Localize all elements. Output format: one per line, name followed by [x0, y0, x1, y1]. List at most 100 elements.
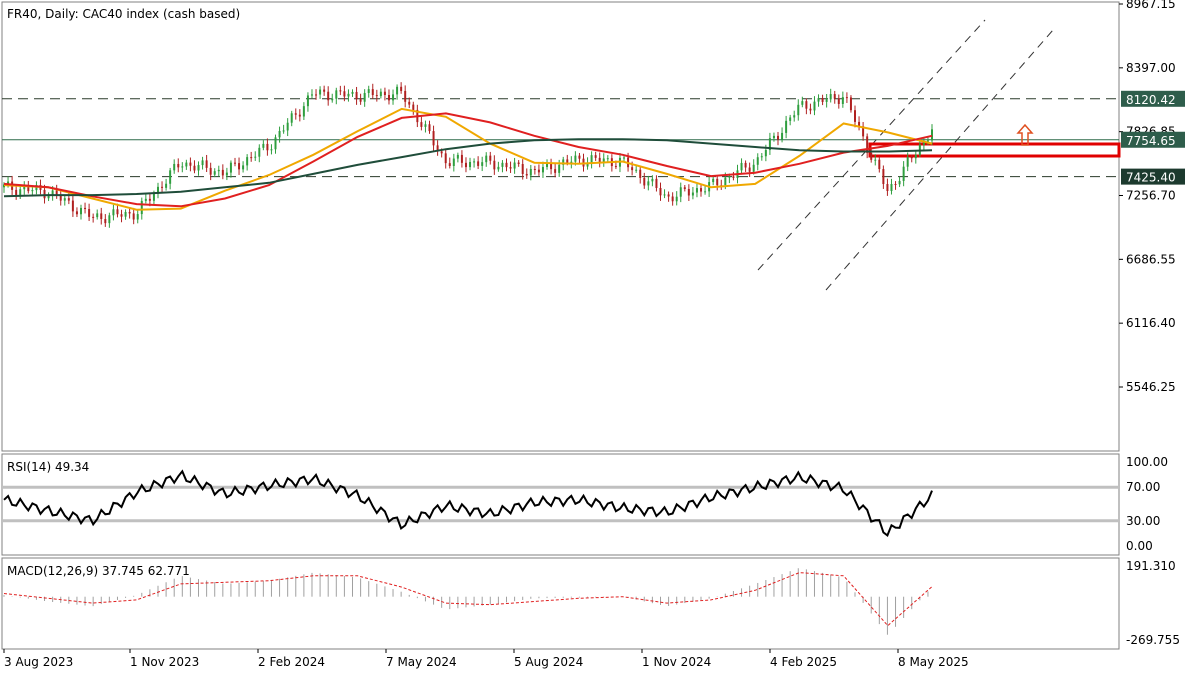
candle-body: [558, 164, 561, 173]
candle-body: [43, 189, 46, 199]
candle-body: [704, 191, 707, 193]
candle-body: [683, 187, 686, 189]
candle-body: [914, 154, 917, 159]
candle-body: [15, 189, 18, 196]
candle-body: [695, 188, 698, 193]
candle-body: [716, 178, 719, 186]
candle-body: [79, 207, 82, 215]
candle-body: [229, 162, 232, 173]
candle-body: [319, 89, 322, 95]
candle-body: [169, 170, 172, 184]
candle-body: [189, 162, 192, 166]
candle-body: [878, 159, 881, 170]
candle-body: [67, 198, 70, 201]
candle-body: [493, 160, 496, 170]
time-tick-label: 2 Feb 2024: [258, 655, 325, 669]
candle-body: [193, 165, 196, 171]
candle-body: [444, 153, 447, 164]
price-tick-label: 8397.00: [1126, 61, 1176, 75]
macd-histogram: [3, 568, 929, 635]
candle-body: [647, 181, 650, 186]
candle-body: [302, 106, 305, 117]
price-tick-label: 6116.40: [1126, 316, 1176, 330]
candle-body: [631, 167, 634, 171]
candle-body: [47, 195, 50, 199]
candle-body: [351, 91, 354, 94]
candle-body: [550, 162, 553, 170]
candle-body: [7, 181, 10, 185]
candle-body: [639, 169, 642, 178]
support-zone: [868, 142, 1121, 158]
candle-body: [144, 198, 147, 201]
candle-body: [781, 132, 784, 140]
candle-body: [96, 213, 99, 218]
candle-body: [525, 173, 528, 176]
candle-body: [258, 147, 261, 157]
macd-tick-label: -269.755: [1126, 633, 1180, 647]
macd-signal-line: [3, 572, 933, 627]
candle-body: [801, 101, 804, 105]
level-label: 7754.65: [1126, 134, 1176, 148]
candle-body: [602, 158, 605, 163]
candle-body: [298, 114, 301, 117]
candle-body: [355, 91, 358, 100]
macd-axis: 191.310 -269.755: [1126, 559, 1180, 647]
candle-body: [882, 169, 885, 185]
candle-body: [59, 195, 62, 201]
candle-body: [845, 97, 848, 99]
price-tick-label: 6686.55: [1126, 252, 1176, 266]
candle-body: [594, 155, 597, 158]
candle-body: [392, 94, 395, 101]
candle-body: [100, 213, 103, 220]
time-tick-label: 5 Aug 2024: [514, 655, 583, 669]
candle-body: [489, 155, 492, 161]
candle-body: [464, 162, 467, 168]
rsi-tick-label: 100.00: [1126, 455, 1168, 469]
candle-body: [286, 122, 289, 131]
candle-body: [797, 104, 800, 116]
candle-body: [412, 104, 415, 110]
price-tick-label: 8967.15: [1126, 0, 1176, 11]
candle-body: [854, 110, 857, 122]
candle-body: [744, 162, 747, 168]
candle-body: [27, 186, 30, 192]
moving-average-line: [3, 107, 933, 211]
candle-body: [161, 186, 164, 188]
candle-body: [874, 159, 877, 161]
candle-body: [205, 160, 208, 168]
candle-body: [217, 169, 220, 172]
candle-body: [238, 163, 241, 170]
candle-body: [886, 184, 889, 191]
candle-body: [112, 209, 115, 216]
chart-title: FR40, Daily: CAC40 index (cash based): [7, 7, 240, 21]
time-tick-label: 1 Nov 2023: [130, 655, 199, 669]
candle-body: [574, 155, 577, 162]
candle-body: [400, 86, 403, 91]
candle-body: [448, 163, 451, 166]
candle-body: [902, 166, 905, 181]
candle-body: [209, 167, 212, 175]
candle-body: [274, 137, 277, 150]
candle-body: [152, 193, 155, 201]
candle-body: [728, 176, 731, 178]
candle-body: [537, 169, 540, 173]
candle-body: [777, 135, 780, 140]
candle-body: [19, 189, 22, 196]
candle-body: [343, 91, 346, 97]
candle-body: [841, 97, 844, 104]
candle-body: [75, 211, 78, 215]
candle-body: [623, 157, 626, 159]
candle-body: [165, 183, 168, 188]
candle-body: [92, 216, 95, 218]
up-arrow-icon: [1016, 123, 1034, 146]
rsi-path: [3, 469, 933, 537]
candle-body: [156, 186, 159, 194]
candle-body: [700, 188, 703, 192]
candle-body: [687, 188, 690, 196]
candle-body: [829, 94, 832, 100]
candle-body: [104, 219, 107, 224]
candle-body: [679, 187, 682, 197]
time-tick-label: 4 Feb 2025: [770, 655, 837, 669]
candle-body: [606, 158, 609, 160]
candle-body: [667, 194, 670, 197]
